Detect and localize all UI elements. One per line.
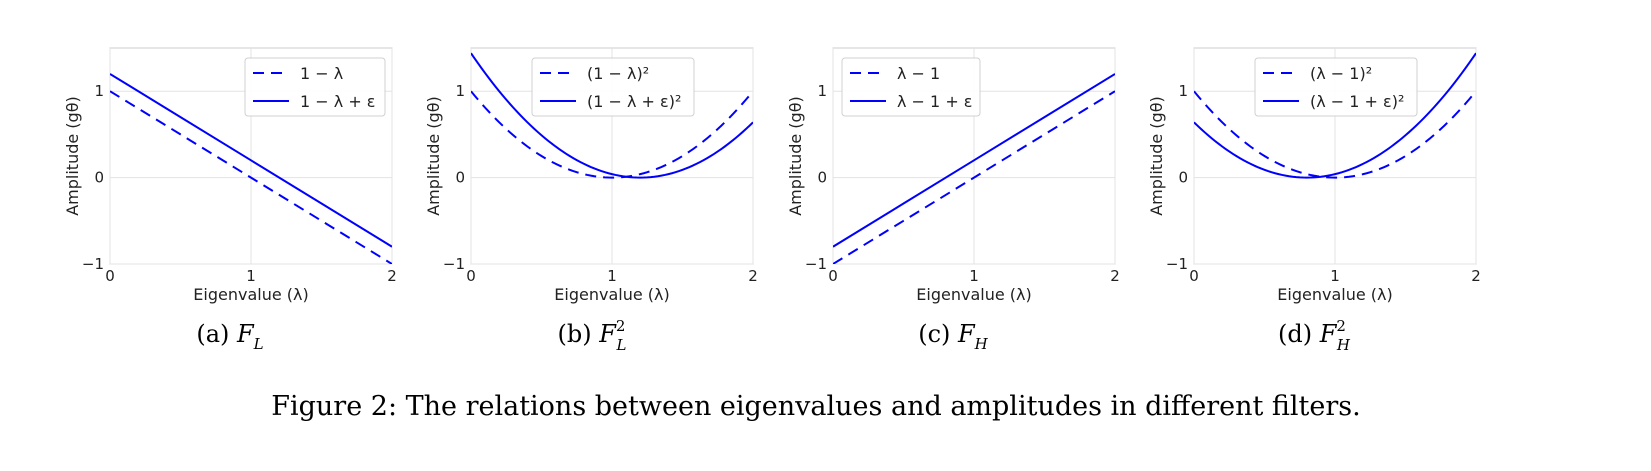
y-tick-label: 0 — [455, 169, 465, 187]
series-group — [110, 73, 392, 264]
series-line-solid — [833, 73, 1115, 248]
x-tick-label: 1 — [969, 267, 979, 285]
x-tick-label: 1 — [1330, 267, 1340, 285]
y-tick-label: 0 — [94, 169, 104, 187]
series-line-dashed — [471, 90, 753, 179]
legend-label: 1 − λ + ε — [300, 92, 375, 111]
series-group — [471, 52, 753, 179]
x-tick-label: 0 — [466, 267, 476, 285]
legend: λ − 1 λ − 1 + ε — [841, 57, 981, 117]
x-axis-label: Eigenvalue (λ) — [1277, 285, 1392, 304]
legend-label: (1 − λ + ε)² — [587, 92, 681, 111]
y-tick-label: −1 — [1166, 255, 1188, 273]
legend-label: (λ − 1 + ε)² — [1310, 92, 1404, 111]
series-group — [1194, 52, 1476, 179]
x-tick-label: 0 — [105, 267, 115, 285]
y-axis-label: Amplitude (gθ) — [1147, 96, 1166, 216]
series-line-dashed — [110, 90, 392, 264]
subcaption: (b) F2 L — [558, 317, 627, 354]
y-tick-label: −1 — [805, 255, 827, 273]
x-tick-label: 1 — [246, 267, 256, 285]
subcaption: (d) F2 H — [1278, 317, 1351, 354]
series-line-dashed — [1194, 90, 1476, 179]
x-tick-label: 0 — [1189, 267, 1199, 285]
figure-caption: Figure 2: The relations between eigenval… — [271, 391, 1360, 422]
legend-label: (λ − 1)² — [1310, 64, 1372, 83]
y-axis-label: Amplitude (gθ) — [786, 96, 805, 216]
y-tick-label: 0 — [1178, 169, 1188, 187]
x-tick-label: 2 — [387, 267, 397, 285]
legend: (1 − λ)² (1 − λ + ε)² — [531, 57, 695, 117]
x-tick-label: 2 — [748, 267, 758, 285]
subcaption: (c) FH — [918, 320, 988, 353]
x-tick-label: 2 — [1110, 267, 1120, 285]
legend-label: λ − 1 + ε — [897, 92, 972, 111]
x-axis-label: Eigenvalue (λ) — [916, 285, 1031, 304]
subcaption: (a) FL — [196, 320, 263, 353]
y-tick-label: 1 — [817, 82, 827, 100]
series-line-solid — [471, 52, 753, 179]
y-tick-label: 1 — [94, 82, 104, 100]
legend-label: λ − 1 — [897, 64, 940, 83]
x-axis-label: Eigenvalue (λ) — [193, 285, 308, 304]
legend-label: 1 − λ — [300, 64, 343, 83]
series-group — [833, 73, 1115, 264]
series-line-dashed — [833, 90, 1115, 264]
series-line-solid — [1194, 52, 1476, 179]
x-tick-label: 2 — [1471, 267, 1481, 285]
x-axis-label: Eigenvalue (λ) — [554, 285, 669, 304]
legend: (λ − 1)² (λ − 1 + ε)² — [1254, 57, 1418, 117]
series-line-solid — [110, 73, 392, 248]
legend: 1 − λ 1 − λ + ε — [244, 57, 386, 117]
y-axis-label: Amplitude (gθ) — [63, 96, 82, 216]
y-tick-label: −1 — [82, 255, 104, 273]
legend-label: (1 − λ)² — [587, 64, 649, 83]
y-tick-label: 1 — [455, 82, 465, 100]
y-tick-label: 1 — [1178, 82, 1188, 100]
y-tick-label: −1 — [443, 255, 465, 273]
y-tick-label: 0 — [817, 169, 827, 187]
x-tick-label: 0 — [828, 267, 838, 285]
y-axis-label: Amplitude (gθ) — [424, 96, 443, 216]
x-tick-label: 1 — [607, 267, 617, 285]
